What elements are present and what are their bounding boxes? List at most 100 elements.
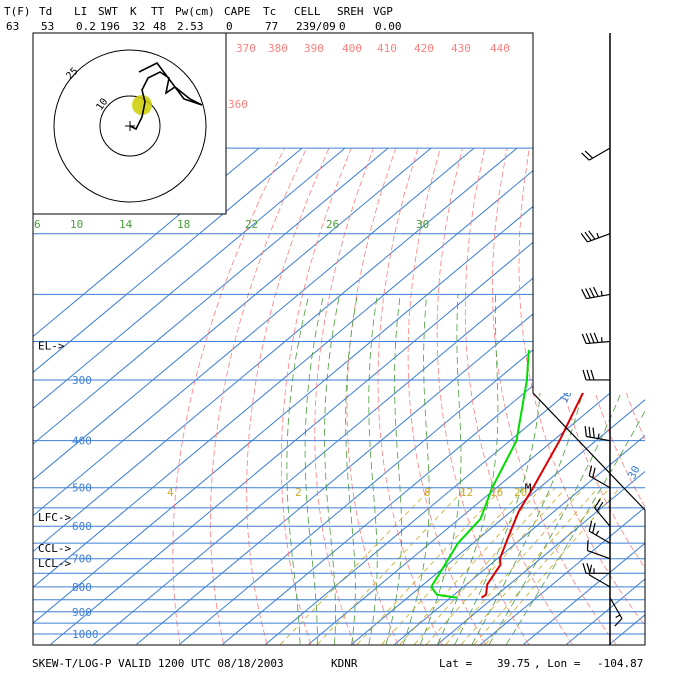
mixing-ratio-lines (280, 487, 621, 645)
moist-adiabat-line (345, 294, 358, 645)
theta-label: 440 (490, 42, 510, 55)
moist-adiabat-line (437, 294, 499, 645)
hodograph-ring-inner (99, 95, 161, 157)
level-markers: EL-> LFC-> CCL-> LCL-> (38, 340, 71, 571)
wind-barb-flag (596, 232, 600, 239)
wind-barb-flag (585, 333, 591, 344)
pressure-label: 600 (72, 520, 92, 533)
dry-adiabat-line (464, 148, 573, 645)
index-label: T(F) (4, 5, 31, 18)
wind-barb-flag (586, 563, 591, 574)
plot-border-right (532, 33, 646, 511)
mixing-ratio-label: 18 (177, 218, 190, 231)
wind-barb-flag (614, 618, 623, 627)
index-value: 0.2 (76, 20, 96, 33)
wind-barb-flag (592, 286, 599, 297)
pressure-label: 500 (72, 482, 92, 495)
isotherm-line (265, 327, 645, 645)
mixing-ratio-label: 22 (245, 218, 258, 231)
mixing-ratio-label: 2 (295, 486, 302, 499)
moist-adiabat-line (286, 294, 310, 645)
cell-marker: M (525, 482, 532, 495)
dry-adiabat-lines (172, 148, 645, 645)
index-label: LI (74, 5, 88, 18)
mixing-ratio-label: 26 (326, 218, 339, 231)
isotherm-label: 30 (625, 464, 643, 482)
moist-adiabat-line (402, 294, 430, 645)
wind-barb-flag (588, 465, 593, 476)
theta-label: 390 (304, 42, 324, 55)
theta-label: 360 (228, 98, 248, 111)
isotherm-line (33, 147, 518, 553)
wind-barb-flag (597, 433, 600, 439)
index-value: 32 (132, 20, 146, 33)
moist-adiabat-line (304, 294, 325, 645)
mixing-ratio-label: 14 (119, 218, 133, 231)
dry-adiabat-line (436, 148, 530, 645)
level-marker-lfc: LFC-> (38, 511, 71, 524)
index-label: SWT (98, 5, 118, 18)
pressure-label: 700 (72, 553, 92, 566)
lat-value: 39.75 (497, 657, 531, 670)
dry-adiabat-line (377, 148, 442, 645)
index-value: 196 (100, 20, 120, 33)
index-value: 77 (265, 20, 279, 33)
wind-barb (609, 597, 623, 619)
wind-barb-flag (590, 369, 595, 381)
level-marker-ccl: CCL-> (38, 542, 71, 555)
wind-barb-flag (594, 498, 601, 509)
wind-barb-flag (589, 287, 595, 298)
wind-barb-flag (592, 467, 596, 478)
isotherm-line (33, 147, 389, 445)
mixing-ratio-line (414, 487, 556, 645)
dry-adiabat-line (407, 148, 486, 645)
isotherm-line (33, 147, 432, 481)
isotherm-line (480, 506, 645, 645)
isotherm-line (351, 399, 645, 645)
wind-barb-flag (592, 522, 596, 534)
dry-adiabat-line (492, 148, 617, 645)
barb-panel-mask (533, 33, 678, 393)
wind-barb-flag (586, 369, 591, 381)
wind-barb-flag (582, 369, 587, 381)
wind-barb-flag (581, 288, 587, 299)
isotherm-line (308, 363, 645, 645)
index-label: CELL (294, 5, 321, 18)
pressure-label: 1000 (72, 628, 99, 641)
mixing-ratio-line (317, 487, 467, 645)
index-label: Tc (263, 5, 277, 18)
index-value: 0 (339, 20, 346, 33)
wind-barb-flag (596, 501, 604, 512)
wind-barb-flag (581, 333, 587, 344)
mixing-ratio-label: 12 (460, 486, 473, 499)
dry-adiabat-line (281, 148, 352, 645)
wind-barb-flag (581, 152, 590, 161)
moist-adiabat-line (471, 294, 594, 645)
dry-adiabat-line (210, 148, 307, 645)
wind-barb-flag (615, 614, 621, 619)
moist-adiabat-line (385, 294, 402, 645)
index-label: VGP (373, 5, 393, 18)
isotherm-line (179, 255, 645, 645)
isotherm-line (222, 291, 645, 645)
moist-adiabat-line (506, 410, 645, 645)
wind-barb-flag (588, 230, 596, 240)
moist-adiabat-line (368, 294, 378, 645)
mixing-ratio-line (399, 487, 543, 645)
theta-label: 410 (377, 42, 397, 55)
theta-label: 420 (414, 42, 434, 55)
index-value: 53 (41, 20, 55, 33)
moist-adiabat-line (324, 294, 341, 645)
dry-adiabat-line (346, 148, 399, 645)
hodograph-trace (129, 61, 203, 131)
moist-adiabat-line (420, 294, 462, 645)
mixing-ratio-line (445, 487, 585, 645)
moist-adiabat-line (454, 294, 542, 645)
index-label: CAPE (224, 5, 251, 18)
dewpoint-profile (429, 349, 530, 599)
index-label: K (130, 5, 137, 18)
mixing-ratio-label: 4 (167, 486, 174, 499)
dry-adiabat-line (246, 148, 330, 645)
wind-barb-flag (588, 520, 593, 532)
